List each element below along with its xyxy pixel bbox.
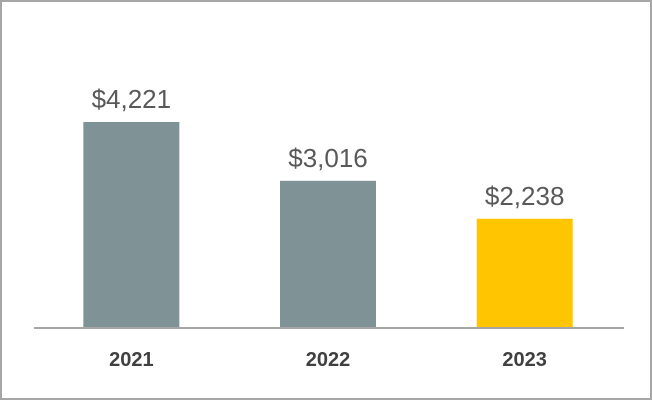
data-label-2023: $2,238 — [485, 181, 565, 211]
bar-2022 — [280, 180, 376, 328]
category-label-2021: 2021 — [109, 349, 154, 371]
category-label-2022: 2022 — [306, 349, 351, 371]
data-label-2021: $4,221 — [92, 84, 172, 114]
bar-2023 — [476, 218, 573, 328]
category-label-2023: 2023 — [502, 349, 547, 371]
bar-2021 — [83, 122, 180, 328]
data-label-2022: $3,016 — [288, 143, 368, 173]
